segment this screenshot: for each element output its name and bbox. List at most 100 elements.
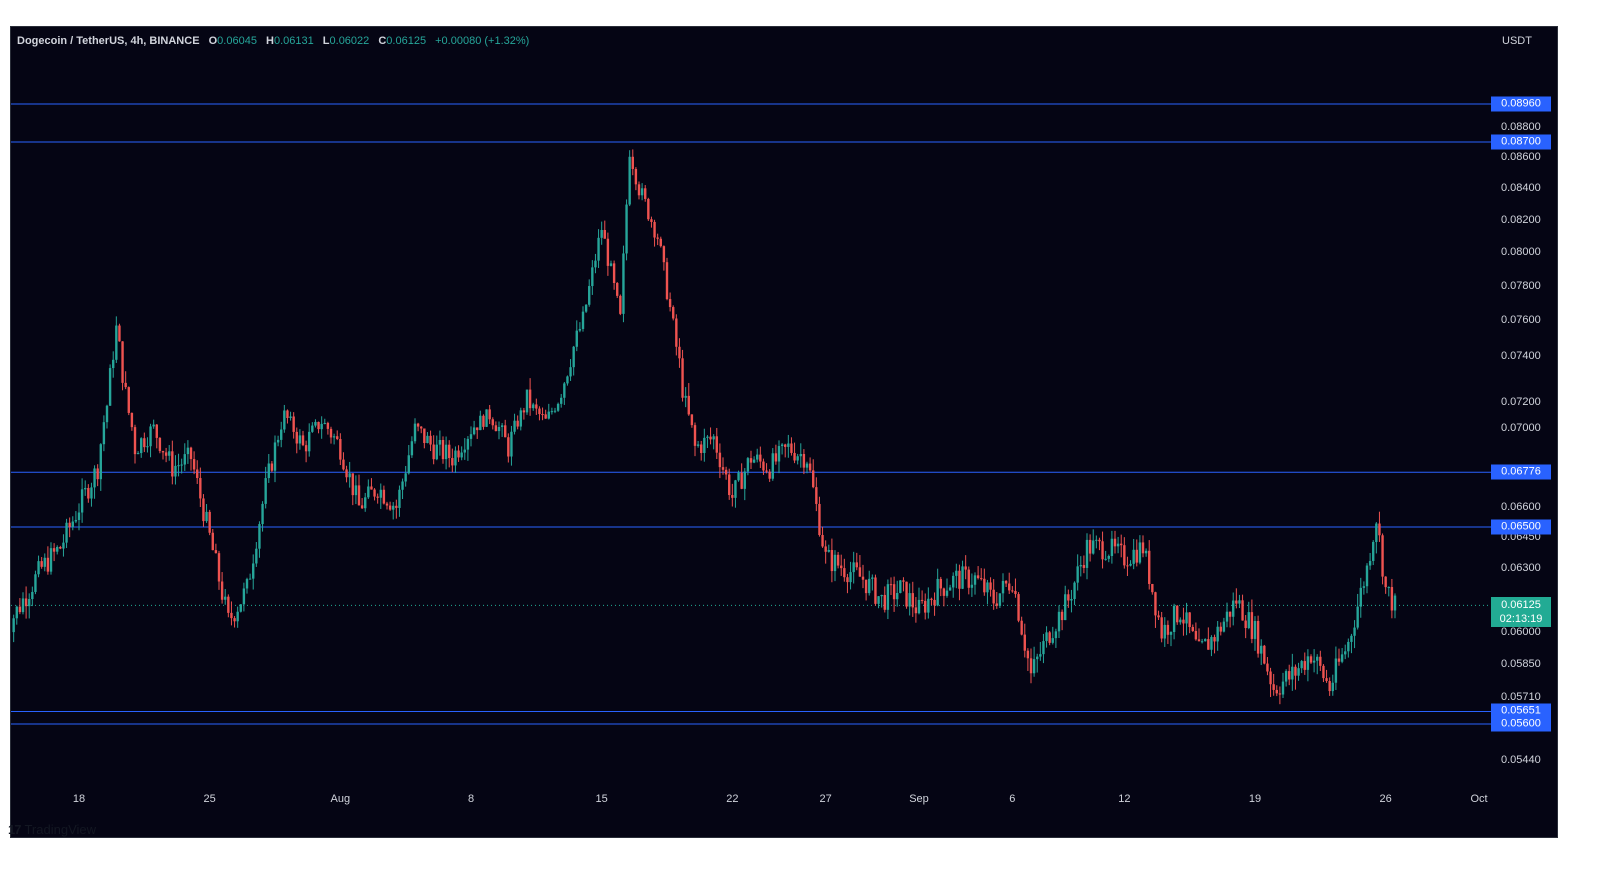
- candle[interactable]: [133, 424, 137, 464]
- candle[interactable]: [242, 582, 246, 612]
- candle[interactable]: [836, 551, 840, 569]
- candle[interactable]: [1036, 653, 1039, 673]
- candle[interactable]: [345, 465, 348, 483]
- candle[interactable]: [1291, 653, 1294, 691]
- candle[interactable]: [749, 450, 753, 470]
- candle[interactable]: [647, 197, 650, 221]
- candle[interactable]: [1381, 533, 1384, 585]
- candle[interactable]: [180, 458, 183, 474]
- candle[interactable]: [874, 574, 877, 606]
- candle[interactable]: [360, 498, 364, 509]
- candle[interactable]: [454, 446, 457, 473]
- candle[interactable]: [354, 475, 358, 505]
- candle[interactable]: [861, 564, 865, 589]
- candle[interactable]: [140, 437, 143, 458]
- candle[interactable]: [700, 440, 703, 461]
- candle[interactable]: [432, 435, 435, 465]
- candle[interactable]: [815, 477, 818, 512]
- candle[interactable]: [332, 433, 336, 445]
- candle[interactable]: [1182, 607, 1185, 636]
- candle[interactable]: [563, 381, 566, 405]
- candle[interactable]: [392, 502, 395, 520]
- candle[interactable]: [1316, 654, 1319, 675]
- candle[interactable]: [245, 577, 249, 594]
- candle[interactable]: [581, 306, 585, 332]
- candle[interactable]: [1082, 555, 1086, 574]
- candle[interactable]: [1213, 634, 1216, 654]
- candle[interactable]: [494, 421, 498, 432]
- candle[interactable]: [1008, 572, 1011, 594]
- candle[interactable]: [609, 260, 613, 267]
- candle[interactable]: [273, 435, 277, 483]
- candle[interactable]: [420, 426, 423, 434]
- candle[interactable]: [690, 414, 694, 428]
- candle[interactable]: [472, 420, 476, 436]
- candle[interactable]: [1247, 601, 1250, 630]
- currency-unit[interactable]: USDT: [1502, 35, 1532, 47]
- candle[interactable]: [681, 349, 684, 402]
- candle[interactable]: [989, 577, 992, 597]
- candle[interactable]: [43, 553, 46, 572]
- candle[interactable]: [1092, 529, 1095, 555]
- candle[interactable]: [911, 581, 914, 617]
- candle[interactable]: [970, 573, 974, 597]
- candle[interactable]: [398, 485, 401, 517]
- candle[interactable]: [799, 443, 802, 468]
- candle[interactable]: [818, 496, 821, 537]
- candle[interactable]: [84, 480, 87, 496]
- candle[interactable]: [871, 574, 874, 591]
- candle[interactable]: [401, 478, 404, 500]
- candle[interactable]: [80, 478, 84, 523]
- candle[interactable]: [731, 483, 734, 507]
- candle[interactable]: [1042, 633, 1045, 664]
- candle[interactable]: [833, 550, 837, 582]
- candle[interactable]: [1334, 646, 1338, 690]
- candle[interactable]: [1204, 638, 1207, 642]
- candle[interactable]: [718, 443, 722, 479]
- candle[interactable]: [236, 606, 239, 628]
- candle[interactable]: [99, 443, 102, 491]
- candle[interactable]: [790, 437, 793, 456]
- candle[interactable]: [808, 457, 812, 473]
- candle[interactable]: [538, 406, 541, 421]
- candle[interactable]: [560, 393, 563, 408]
- candle[interactable]: [68, 517, 71, 538]
- candle[interactable]: [227, 594, 230, 618]
- candle[interactable]: [1325, 669, 1328, 683]
- candle[interactable]: [1297, 662, 1300, 681]
- candle[interactable]: [1004, 580, 1008, 587]
- candle[interactable]: [712, 434, 715, 450]
- candle[interactable]: [90, 482, 93, 507]
- candle[interactable]: [973, 572, 977, 595]
- candle[interactable]: [905, 581, 908, 609]
- candle[interactable]: [616, 282, 619, 299]
- candle[interactable]: [261, 501, 264, 532]
- candle[interactable]: [992, 579, 995, 610]
- candle[interactable]: [1228, 611, 1232, 628]
- candle[interactable]: [1048, 630, 1051, 646]
- candle[interactable]: [740, 463, 743, 490]
- candle[interactable]: [594, 253, 597, 274]
- candle[interactable]: [1253, 616, 1257, 651]
- candle[interactable]: [298, 429, 302, 450]
- candle[interactable]: [171, 440, 174, 485]
- candle[interactable]: [902, 577, 905, 592]
- candle[interactable]: [292, 412, 295, 439]
- candle[interactable]: [765, 463, 768, 474]
- candle[interactable]: [451, 448, 454, 473]
- candle[interactable]: [1172, 603, 1176, 640]
- candle[interactable]: [202, 494, 205, 527]
- candle[interactable]: [476, 427, 479, 439]
- candle[interactable]: [1088, 534, 1092, 562]
- candle[interactable]: [208, 509, 211, 536]
- candle[interactable]: [1116, 536, 1120, 554]
- candle[interactable]: [622, 245, 625, 323]
- candle[interactable]: [980, 568, 983, 581]
- candle[interactable]: [485, 409, 488, 428]
- candle[interactable]: [678, 338, 681, 368]
- candle[interactable]: [1359, 577, 1362, 618]
- candle[interactable]: [986, 579, 989, 605]
- candle[interactable]: [183, 443, 186, 472]
- candle[interactable]: [65, 518, 68, 549]
- candle[interactable]: [329, 426, 333, 444]
